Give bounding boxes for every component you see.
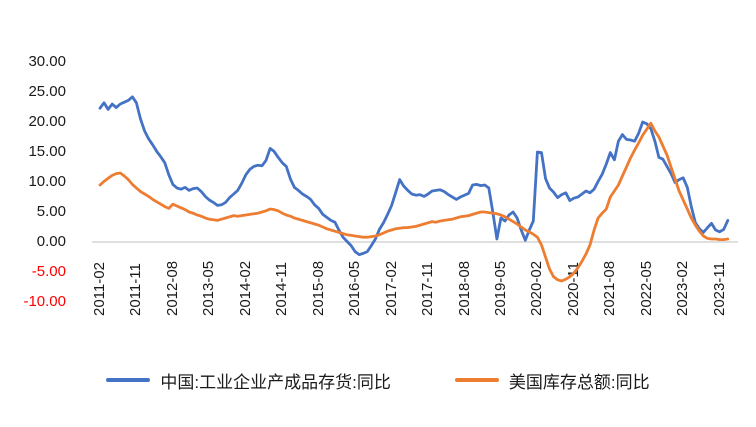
- legend-item-us: 美国库存总额:同比: [454, 368, 650, 393]
- x-tick-label: 2023-02: [674, 260, 692, 316]
- x-tick-label: 2021-08: [601, 260, 619, 316]
- x-tick-label: 2022-05: [637, 260, 655, 316]
- legend-line-swatch-us: [454, 378, 499, 382]
- y-tick-label: -5.00: [31, 263, 66, 280]
- legend-label-us: 美国库存总额:同比: [508, 372, 650, 392]
- x-tick-label: 2011-11: [127, 263, 145, 316]
- y-tick-label: 5.00: [36, 203, 66, 220]
- y-tick-label: 30.00: [28, 53, 66, 70]
- x-tick-label: 2018-08: [455, 260, 473, 316]
- x-tick-label: 2016-05: [346, 260, 364, 316]
- x-tick-label: 2012-08: [163, 260, 181, 316]
- series-line-0: [98, 95, 730, 257]
- legend-item-china: 中国:工业企业产成品存货:同比: [106, 368, 391, 393]
- series-line-1: [98, 121, 730, 283]
- y-tick-label: 10.00: [28, 173, 66, 190]
- x-tick-label: 2017-11: [419, 262, 437, 316]
- x-tick-label: 2023-11: [710, 262, 728, 316]
- legend-label-china: 中国:工业企业产成品存货:同比: [160, 372, 391, 392]
- chart-legend: 中国:工业企业产成品存货:同比 美国库存总额:同比: [0, 366, 756, 394]
- x-tick-label: 2017-02: [382, 260, 400, 316]
- x-tick-label: 2020-02: [528, 260, 546, 316]
- x-tick-label: 2015-08: [309, 260, 327, 316]
- x-tick-label: 2011-02: [91, 262, 108, 316]
- y-tick-label: 15.00: [28, 143, 66, 160]
- x-tick-label: 2014-02: [236, 260, 254, 316]
- x-tick-label: 2013-05: [200, 260, 218, 316]
- y-tick-label: 25.00: [28, 83, 66, 100]
- x-tick-label: 2020-11: [564, 262, 582, 316]
- y-tick-label: -10.00: [23, 293, 66, 310]
- legend-line-swatch-china: [106, 378, 151, 382]
- x-tick-label: 2014-11: [273, 262, 291, 316]
- x-tick-label: 2019-05: [491, 260, 509, 316]
- y-tick-label: 20.00: [28, 113, 66, 130]
- y-tick-label: 0.00: [36, 233, 66, 250]
